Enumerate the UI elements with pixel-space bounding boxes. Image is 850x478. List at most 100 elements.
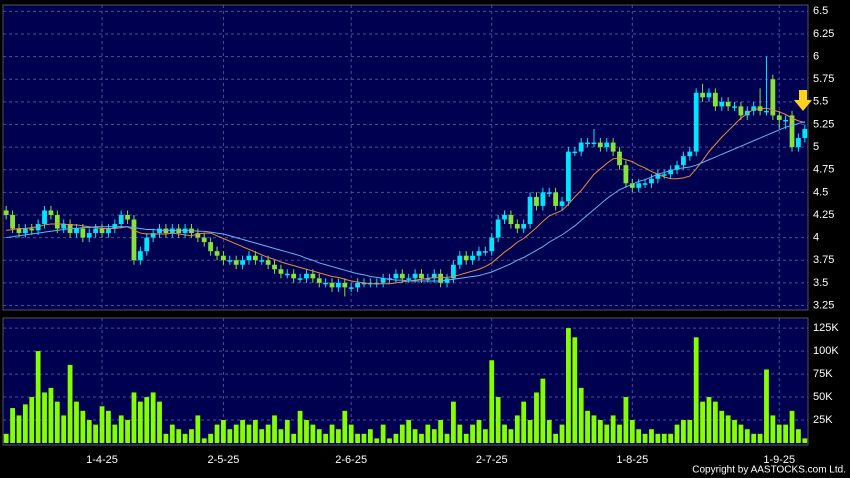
candle-body <box>361 282 367 285</box>
volume-bar <box>757 433 763 443</box>
candle-body <box>214 251 220 256</box>
volume-bar <box>221 420 226 443</box>
volume-bar <box>42 392 47 443</box>
candle-body <box>80 228 86 238</box>
candle-body <box>438 273 444 283</box>
volume-bar <box>693 337 699 443</box>
volume-bar <box>738 424 744 443</box>
y-tick-label: 4.5 <box>813 186 828 198</box>
candle-body <box>457 255 463 265</box>
candle-body <box>252 255 258 261</box>
volume-bar <box>470 424 475 443</box>
volume-bar <box>712 401 718 443</box>
volume-bar <box>93 424 99 443</box>
candle-body <box>246 255 252 261</box>
x-tick-label: 1-9-25 <box>763 454 795 466</box>
volume-bar <box>3 433 9 443</box>
candle-body <box>125 214 130 220</box>
volume-bar <box>80 410 86 443</box>
volume-bar <box>508 429 514 443</box>
volume-bar <box>732 420 737 443</box>
volume-bar <box>444 433 450 443</box>
moving-average <box>6 121 805 282</box>
volume-bar <box>457 424 463 443</box>
candle-body <box>380 278 386 283</box>
volume-bar <box>208 433 214 443</box>
candle-body <box>291 273 297 279</box>
volume-bar <box>125 420 130 443</box>
volume-bar <box>329 424 335 443</box>
candle-body <box>278 269 284 274</box>
volume-bar <box>176 429 182 443</box>
candle-body <box>642 183 648 185</box>
volume-bar <box>284 420 290 443</box>
candle-body <box>700 92 705 98</box>
candle-body <box>629 183 635 188</box>
volume-bar <box>272 415 277 443</box>
candle-body <box>431 273 437 279</box>
x-tick-label: 2-7-25 <box>476 454 508 466</box>
candle-body <box>527 196 533 225</box>
volume-bar <box>35 351 41 443</box>
volume-bar <box>67 364 73 443</box>
volume-bar <box>201 438 207 443</box>
candle-body <box>719 101 725 107</box>
candle-body <box>342 282 348 288</box>
candle-body <box>419 273 424 279</box>
volume-bar <box>195 415 201 443</box>
y-tick-label: 100K <box>813 345 839 357</box>
volume-bar <box>642 433 648 443</box>
volume-bar <box>246 424 252 443</box>
volume-bar <box>99 406 105 443</box>
volume-bar <box>291 433 297 443</box>
latest-arrow <box>794 90 812 111</box>
candle-body <box>131 219 137 261</box>
candle-body <box>195 233 201 238</box>
candle-body <box>259 260 265 262</box>
candle-body <box>770 79 776 116</box>
candle-body <box>482 251 488 253</box>
candle-body <box>336 282 341 288</box>
volume-bar <box>323 433 329 443</box>
volume-bar <box>29 397 35 443</box>
candle-body <box>649 178 654 184</box>
y-tick-label: 3.75 <box>813 254 834 266</box>
volume-bar <box>355 433 360 443</box>
candle-body <box>559 201 565 206</box>
volume-bar <box>297 410 303 443</box>
volume-bar <box>566 328 571 443</box>
candle-body <box>514 224 520 229</box>
volume-bar <box>482 429 488 443</box>
candle-body <box>521 224 527 229</box>
volume-bar <box>802 438 808 443</box>
volume-bar <box>412 429 418 443</box>
candle-body <box>578 142 584 152</box>
volume-bar <box>169 424 175 443</box>
candle-body <box>725 101 731 107</box>
volume-bar <box>725 415 731 443</box>
volume-bar <box>144 397 150 443</box>
volume-bar <box>233 424 239 443</box>
volume-bar <box>744 429 750 443</box>
volume-bar <box>137 401 143 443</box>
volume-bar <box>374 438 380 443</box>
candle-body <box>208 242 214 252</box>
candle-body <box>233 260 239 265</box>
volume-bar <box>336 429 341 443</box>
candle-body <box>393 273 399 279</box>
y-tick-label: 25K <box>813 414 833 426</box>
candle-body <box>355 282 360 288</box>
candle-body <box>118 214 124 225</box>
candle-body <box>201 237 207 243</box>
volume-bar <box>476 420 482 443</box>
candle-body <box>93 228 99 234</box>
volume-bar <box>796 429 801 443</box>
volume-bar <box>636 429 642 443</box>
candle-body <box>54 214 60 229</box>
plot-layer: 6.5 6.25 6 5.75 5.5 5.25 5 4.75 4.5 4.25 4 3.75 3.5 3… <box>3 5 839 466</box>
volume-bar <box>706 397 712 443</box>
volume-bar <box>74 401 79 443</box>
candle-body <box>399 273 405 279</box>
candle-body <box>566 151 571 202</box>
